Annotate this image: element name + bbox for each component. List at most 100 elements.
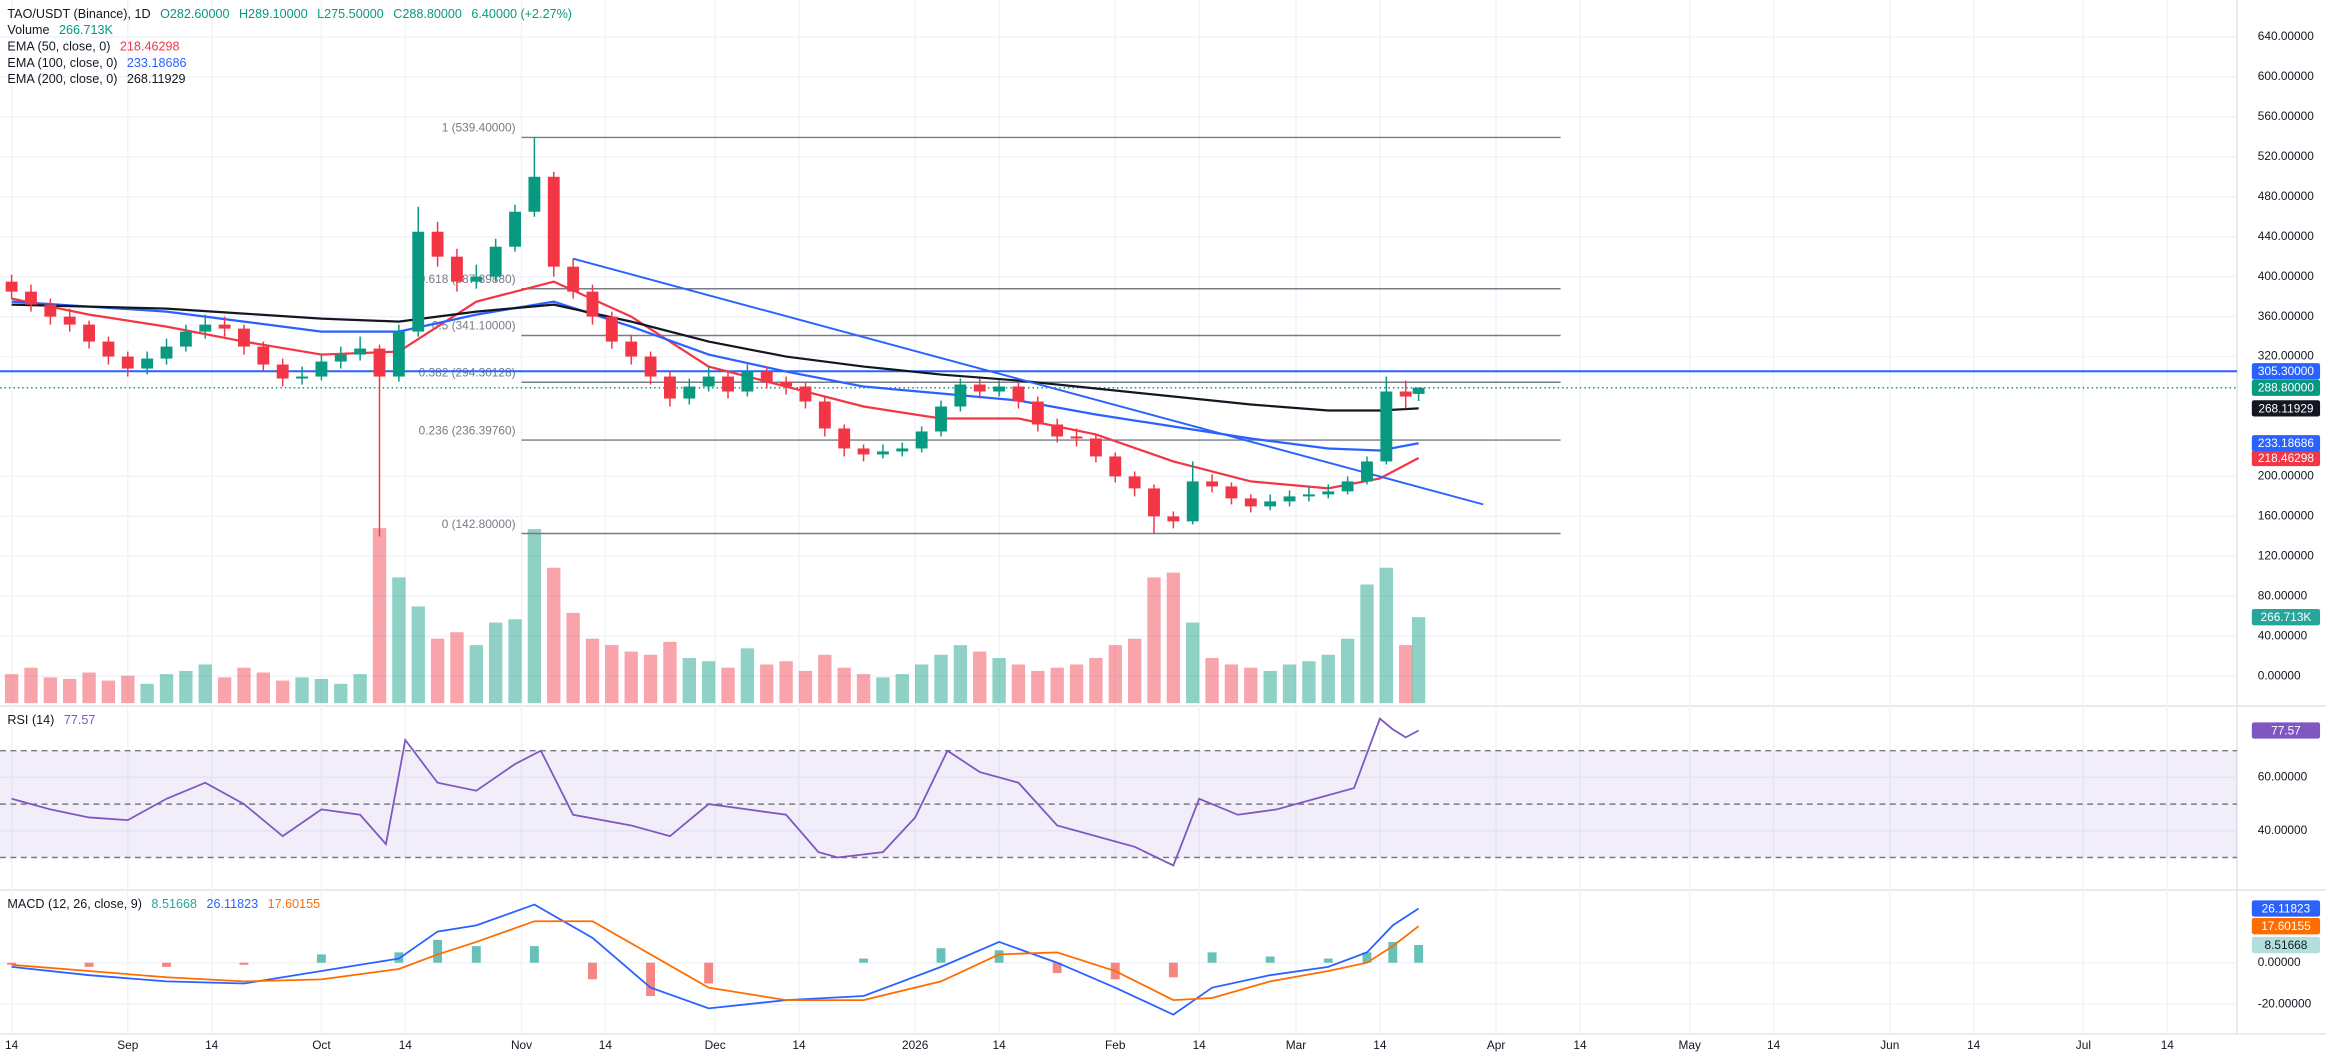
volume-bar — [1399, 645, 1413, 704]
ema-value: 233.18686 — [126, 54, 187, 70]
fib-label: 0.5 (341.10000) — [432, 319, 516, 333]
candle-body — [954, 384, 967, 407]
candle-body — [354, 348, 367, 355]
candle-body — [741, 371, 754, 392]
volume-bar — [1031, 670, 1045, 704]
candle-body — [102, 341, 115, 357]
volume-bar — [798, 670, 813, 704]
macd-histogram-bar — [1207, 952, 1217, 963]
candle-body — [547, 176, 560, 267]
legend-row: TAO/USDT (Binance), 1D O282.60000 H289.1… — [7, 6, 578, 22]
price-badge-label: 17.60155 — [2261, 919, 2311, 933]
volume-value: 266.713K — [58, 22, 113, 38]
price-badge-label: 305.30000 — [2258, 364, 2314, 378]
macd-histogram-bar — [471, 946, 481, 963]
macd-value: 26.11823 — [206, 895, 259, 911]
y-tick-label: 600.00000 — [2258, 69, 2314, 83]
volume-bar — [1302, 661, 1316, 704]
x-tick-label: Apr — [1487, 1038, 1506, 1052]
volume-bar — [1147, 577, 1161, 704]
candle-body — [1148, 488, 1160, 517]
volume-bar — [1263, 670, 1277, 704]
macd-histogram-bar — [646, 962, 656, 996]
volume-bar — [701, 661, 716, 704]
candle-body — [1412, 387, 1425, 394]
volume-bar — [1379, 567, 1394, 704]
candle-body — [528, 176, 541, 212]
y-tick-label: 0.00000 — [2258, 668, 2301, 682]
x-tick-label: Jun — [1880, 1038, 1899, 1052]
candle-body — [238, 328, 250, 347]
candle-body — [605, 316, 618, 342]
candle-body — [199, 324, 212, 332]
volume-bar — [1244, 667, 1258, 704]
macd-histogram-bar — [7, 962, 17, 965]
candle-body — [1225, 486, 1238, 499]
macd-histogram-bar — [529, 946, 539, 963]
price-badge — [2251, 722, 2321, 739]
x-tick-label: Feb — [1105, 1038, 1126, 1052]
ema-value: 218.46298 — [119, 38, 180, 54]
volume-bar — [469, 645, 483, 704]
ema-name: EMA (200, close, 0) — [7, 71, 118, 87]
y-tick-label: 120.00000 — [2258, 548, 2314, 562]
ohlc-open: O282.60000 — [160, 5, 230, 21]
rsi-line — [11, 717, 1420, 867]
candle-body — [1322, 491, 1335, 495]
candle-body — [509, 211, 521, 247]
volume-bar — [1127, 638, 1142, 704]
volume-bar — [508, 619, 522, 704]
candle-body — [876, 451, 889, 455]
price-badge-label: 266.713K — [2261, 610, 2312, 624]
volume-bar — [856, 674, 871, 704]
candle-body — [470, 276, 483, 282]
macd-histogram-bar — [1414, 945, 1424, 963]
candle-body — [1186, 481, 1199, 522]
y-tick-label: 0.00000 — [2258, 955, 2301, 969]
candle-body — [1089, 438, 1102, 457]
volume-bar — [411, 606, 425, 704]
x-tick-label: 2026 — [902, 1038, 929, 1052]
candle-body — [625, 341, 638, 357]
ema-line — [11, 300, 1419, 452]
ema-name: EMA (100, close, 0) — [7, 54, 118, 70]
candle-body — [702, 376, 715, 387]
x-tick-label: 14 — [1573, 1038, 1587, 1052]
volume-bar — [1050, 667, 1064, 704]
volume-bar — [4, 674, 19, 704]
volume-bar — [1069, 664, 1084, 704]
rsi-value: 77.57 — [63, 712, 96, 727]
candle-body — [296, 376, 308, 379]
price-badge-label: 233.18686 — [2258, 436, 2314, 450]
volume-bar — [256, 672, 271, 704]
x-tick-label: 14 — [1767, 1038, 1781, 1052]
macd-histogram-bar — [859, 958, 869, 963]
candle-body — [25, 291, 37, 305]
fib-label: 0 (142.80000) — [442, 517, 516, 531]
volume-bar — [1011, 664, 1026, 704]
macd-histogram-bar — [1388, 941, 1398, 963]
volume-bar — [198, 664, 212, 704]
x-tick-label: Dec — [705, 1038, 726, 1052]
macd-histogram-bar — [1265, 956, 1275, 963]
volume-bar — [953, 645, 968, 704]
ema-line — [11, 303, 1419, 412]
candle-body — [586, 291, 599, 317]
y-tick-label: 40.00000 — [2258, 628, 2308, 642]
symbol-title: TAO/USDT (Binance), 1D — [7, 5, 151, 21]
candle-body — [683, 386, 696, 399]
candle-body — [1128, 476, 1141, 489]
x-tick-label: 14 — [399, 1038, 413, 1052]
volume-bar — [237, 667, 251, 704]
candle-body — [5, 281, 18, 292]
volume-bar — [585, 638, 600, 704]
x-tick-label: Mar — [1286, 1038, 1306, 1052]
volume-bar — [682, 658, 696, 704]
y-tick-label: 640.00000 — [2258, 29, 2314, 43]
price-badge-label: 77.57 — [2271, 723, 2301, 737]
volume-bar — [818, 654, 832, 704]
x-tick-label: 14 — [1193, 1038, 1207, 1052]
price-badge — [2251, 363, 2321, 380]
volume-bar — [1360, 584, 1374, 704]
volume-bar — [914, 664, 929, 704]
